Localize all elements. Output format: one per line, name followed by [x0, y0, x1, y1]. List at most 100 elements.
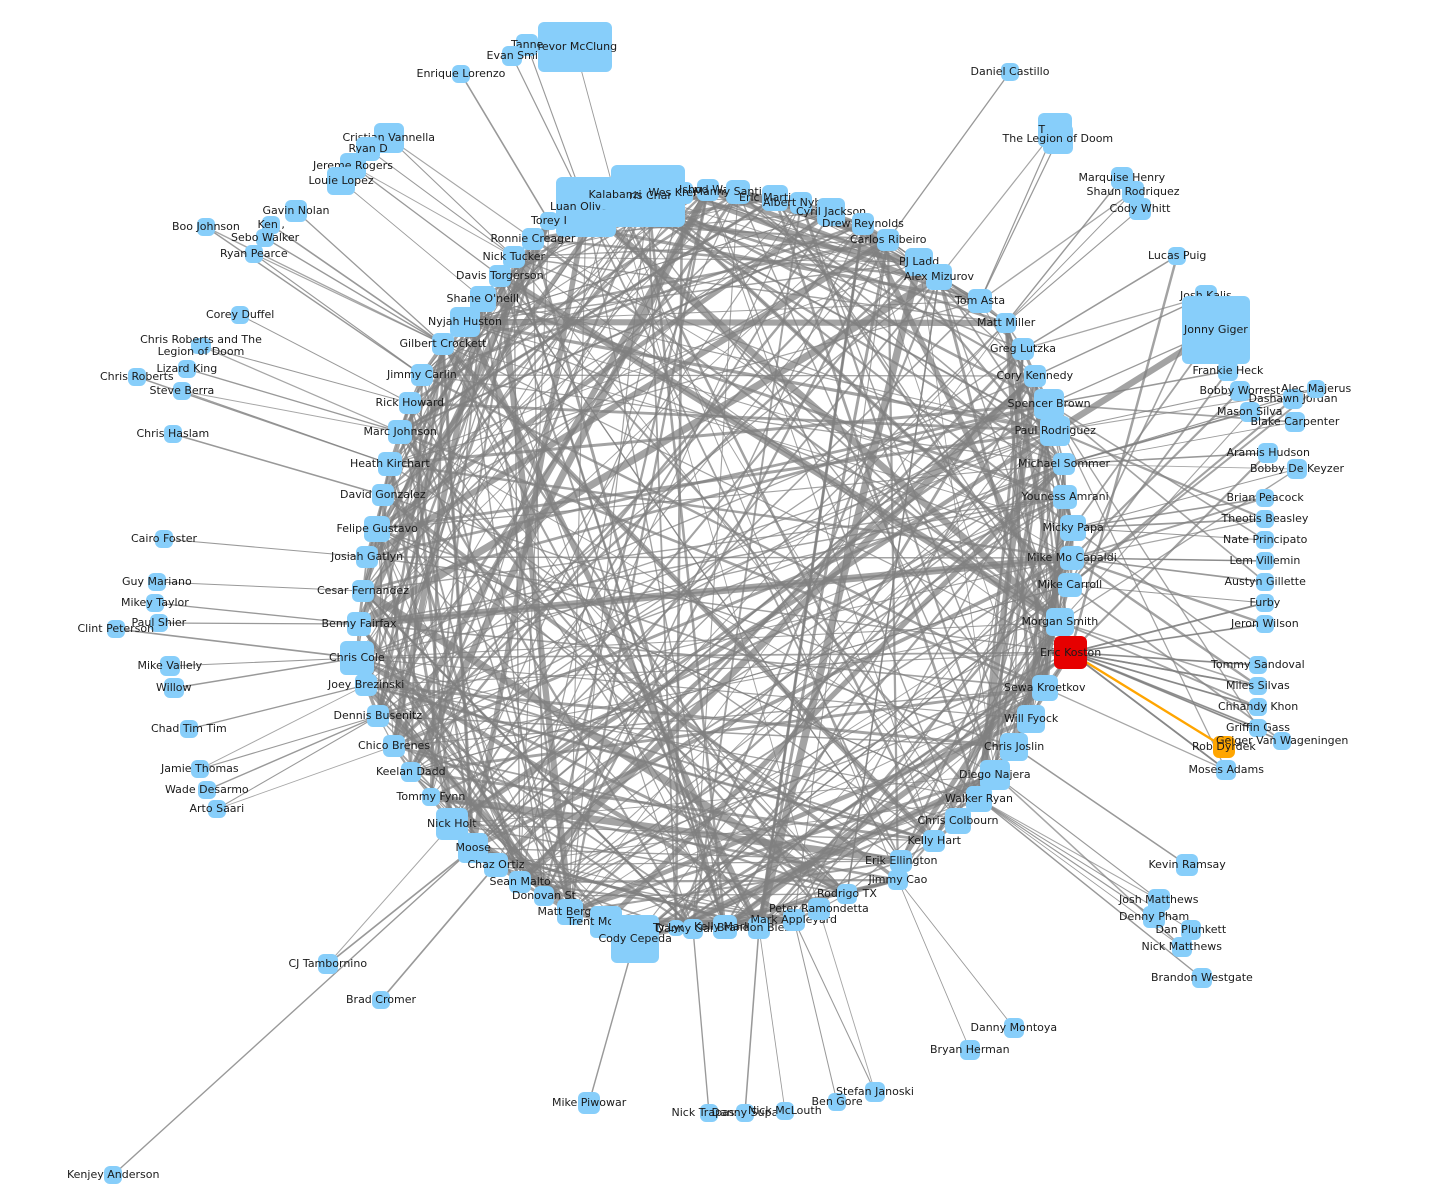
- graph-node[interactable]: [356, 546, 378, 568]
- graph-node[interactable]: [1176, 854, 1198, 876]
- graph-node[interactable]: [1256, 489, 1274, 507]
- graph-node[interactable]: [980, 760, 1010, 790]
- graph-node[interactable]: [1058, 573, 1082, 597]
- graph-node[interactable]: [683, 919, 703, 939]
- graph-node[interactable]: [104, 1166, 122, 1184]
- graph-node[interactable]: [1024, 365, 1046, 387]
- graph-node[interactable]: [1249, 698, 1267, 716]
- graph-node[interactable]: [1216, 760, 1236, 780]
- graph-node[interactable]: [155, 530, 173, 548]
- graph-node[interactable]: [432, 333, 454, 355]
- graph-node[interactable]: [837, 884, 857, 904]
- graph-node[interactable]: [1287, 459, 1307, 479]
- graph-node[interactable]: [1143, 906, 1165, 928]
- graph-node[interactable]: [611, 915, 659, 963]
- graph-node[interactable]: [1249, 677, 1267, 695]
- graph-node[interactable]: [960, 1040, 980, 1060]
- graph-node[interactable]: [1172, 937, 1192, 957]
- graph-node[interactable]: [1129, 198, 1151, 220]
- graph-node[interactable]: [372, 991, 390, 1009]
- graph-node[interactable]: [231, 306, 249, 324]
- graph-node[interactable]: [697, 179, 719, 201]
- graph-node[interactable]: [534, 886, 554, 906]
- graph-node[interactable]: [340, 641, 374, 675]
- graph-node[interactable]: [107, 620, 125, 638]
- graph-node[interactable]: [318, 954, 338, 974]
- graph-node[interactable]: [578, 1092, 600, 1114]
- graph-node[interactable]: [1182, 296, 1250, 364]
- graph-node[interactable]: [128, 368, 146, 386]
- graph-node[interactable]: [178, 360, 196, 378]
- graph-node[interactable]: [888, 870, 908, 890]
- graph-node[interactable]: [1256, 510, 1274, 528]
- graph-node[interactable]: [191, 338, 211, 354]
- graph-node[interactable]: [1001, 63, 1019, 81]
- graph-node[interactable]: [256, 229, 274, 247]
- graph-node[interactable]: [1054, 636, 1087, 669]
- graph-node[interactable]: [1004, 1018, 1024, 1038]
- graph-node[interactable]: [198, 781, 216, 799]
- graph-node[interactable]: [1256, 531, 1274, 549]
- graph-node[interactable]: [327, 167, 355, 195]
- graph-node[interactable]: [1192, 968, 1212, 988]
- graph-node[interactable]: [1256, 594, 1274, 612]
- graph-node[interactable]: [808, 898, 830, 920]
- graph-node[interactable]: [422, 788, 440, 806]
- graph-node[interactable]: [1218, 361, 1238, 381]
- graph-node[interactable]: [1256, 615, 1274, 633]
- graph-node[interactable]: [700, 1104, 718, 1122]
- graph-node[interactable]: [557, 899, 583, 925]
- graph-node[interactable]: [966, 786, 992, 812]
- graph-node[interactable]: [401, 762, 421, 782]
- graph-node[interactable]: [1053, 453, 1075, 475]
- graph-node[interactable]: [164, 678, 184, 698]
- graph-node[interactable]: [1240, 402, 1260, 422]
- graph-node[interactable]: [522, 228, 544, 250]
- graph-node[interactable]: [923, 830, 945, 852]
- graph-node[interactable]: [926, 264, 952, 290]
- graph-node[interactable]: [1168, 247, 1186, 265]
- graph-node[interactable]: [877, 229, 899, 251]
- graph-node[interactable]: [1034, 389, 1064, 419]
- graph-node[interactable]: [1307, 380, 1325, 398]
- graph-node[interactable]: [726, 180, 750, 204]
- graph-node[interactable]: [150, 614, 168, 632]
- graph-node[interactable]: [783, 909, 805, 931]
- graph-node[interactable]: [245, 245, 263, 263]
- graph-node[interactable]: [1012, 338, 1034, 360]
- graph-node[interactable]: [208, 800, 226, 818]
- graph-node[interactable]: [1230, 381, 1250, 401]
- graph-node[interactable]: [484, 853, 508, 877]
- graph-node[interactable]: [1148, 889, 1170, 911]
- graph-node[interactable]: [671, 182, 693, 204]
- graph-node[interactable]: [776, 1102, 794, 1120]
- graph-node[interactable]: [1060, 546, 1084, 570]
- graph-node[interactable]: [383, 735, 405, 757]
- graph-node[interactable]: [503, 246, 525, 268]
- graph-node[interactable]: [197, 218, 215, 236]
- graph-node[interactable]: [968, 289, 992, 313]
- graph-node[interactable]: [713, 915, 737, 939]
- graph-node[interactable]: [164, 425, 182, 443]
- graph-node[interactable]: [489, 265, 511, 287]
- graph-node[interactable]: [890, 850, 912, 872]
- graph-node[interactable]: [191, 760, 209, 778]
- graph-node[interactable]: [388, 420, 412, 444]
- graph-node[interactable]: [1053, 485, 1077, 509]
- graph-node[interactable]: [399, 392, 421, 414]
- graph-node[interactable]: [285, 200, 307, 222]
- graph-node[interactable]: [372, 484, 394, 506]
- graph-node[interactable]: [180, 720, 198, 738]
- graph-node[interactable]: [790, 192, 812, 214]
- graph-node[interactable]: [1213, 736, 1235, 758]
- graph-node[interactable]: [378, 452, 402, 476]
- graph-node[interactable]: [458, 833, 488, 863]
- graph-node[interactable]: [1283, 389, 1303, 409]
- graph-node[interactable]: [538, 22, 612, 72]
- graph-node[interactable]: [1256, 573, 1274, 591]
- graph-node[interactable]: [502, 46, 522, 66]
- graph-node[interactable]: [817, 198, 845, 226]
- graph-node[interactable]: [352, 580, 374, 602]
- graph-node[interactable]: [1249, 656, 1267, 674]
- graph-node[interactable]: [1181, 920, 1201, 940]
